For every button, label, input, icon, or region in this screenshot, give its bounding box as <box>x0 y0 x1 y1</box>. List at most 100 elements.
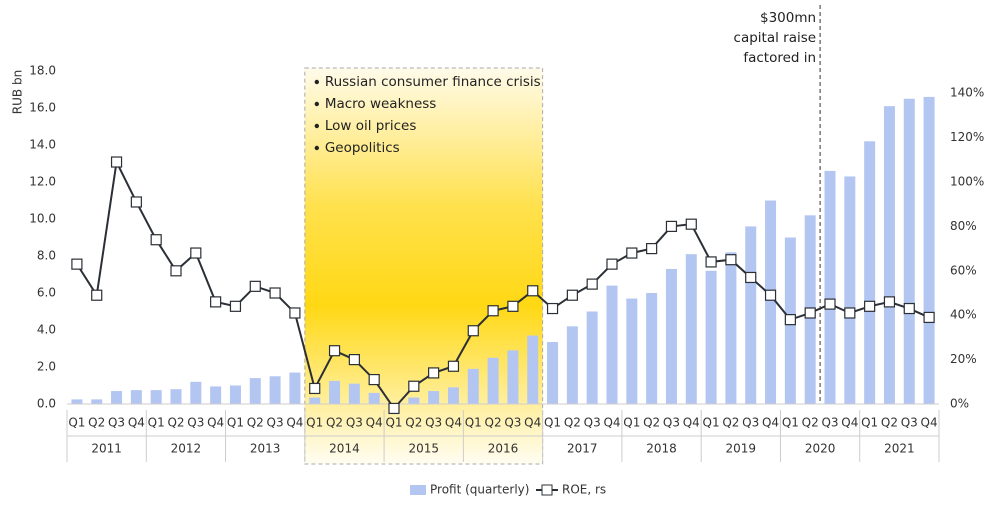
y-tick-label: 16.0 <box>29 101 56 115</box>
bar <box>150 390 162 404</box>
x-tick-label: Q3 <box>267 416 284 430</box>
x-tick-label: Q1 <box>306 416 323 430</box>
roe-marker <box>725 254 737 266</box>
roe-marker <box>91 289 103 301</box>
roe-marker <box>110 156 123 168</box>
bar <box>170 389 182 404</box>
roe-marker <box>170 265 182 277</box>
y-axis-label: RUB bn <box>11 70 25 114</box>
bar <box>428 391 440 404</box>
bar <box>765 200 777 404</box>
bar <box>547 342 559 404</box>
x-tick-label: Q3 <box>108 416 125 430</box>
roe-marker <box>467 325 479 337</box>
y2-tick-label: 120% <box>950 130 984 144</box>
roe-marker <box>745 271 757 284</box>
roe-marker <box>665 220 678 232</box>
y-tick-label: 6.0 <box>37 286 56 300</box>
x-tick-label: Q4 <box>366 416 383 430</box>
y2-tick-label: 80% <box>950 219 977 233</box>
roe-marker <box>586 278 598 290</box>
roe-marker <box>348 354 360 366</box>
bar <box>408 397 420 404</box>
roe-marker <box>388 402 400 415</box>
roe-marker <box>923 311 935 324</box>
roe-marker <box>368 373 380 386</box>
y2-tick-label: 60% <box>950 263 977 277</box>
bar <box>348 383 360 404</box>
bar <box>190 381 202 404</box>
roe-marker <box>566 289 578 301</box>
roe-marker <box>844 307 856 319</box>
x-tick-label: Q4 <box>445 416 462 430</box>
bullet <box>314 101 320 107</box>
bar <box>289 372 301 404</box>
roe-marker <box>309 382 321 395</box>
x-tick-label: Q2 <box>485 416 502 430</box>
year-label: 2011 <box>91 442 122 456</box>
x-tick-label: Q2 <box>881 416 898 430</box>
year-label: 2019 <box>726 442 757 456</box>
bar <box>626 298 638 404</box>
bar <box>368 392 380 404</box>
roe-marker <box>646 243 658 255</box>
roe-marker <box>269 287 281 299</box>
annotation: $300mn <box>760 10 816 26</box>
bar <box>329 380 341 404</box>
roe-marker <box>190 247 202 259</box>
x-tick-label: Q4 <box>524 416 541 430</box>
roe-marker <box>249 280 261 292</box>
bar <box>883 106 895 405</box>
x-tick-label: Q1 <box>148 416 165 430</box>
bar <box>665 268 677 404</box>
x-tick-label: Q1 <box>623 416 640 430</box>
highlight-note: Macro weakness <box>325 96 437 112</box>
bar <box>705 270 717 404</box>
legend-label: Profit (quarterly) <box>430 483 529 497</box>
x-tick-label: Q1 <box>544 416 561 430</box>
bar <box>71 399 83 404</box>
x-tick-label: Q3 <box>187 416 204 430</box>
y-tick-label: 4.0 <box>37 323 56 337</box>
x-tick-label: Q1 <box>703 416 720 430</box>
bar <box>507 350 519 404</box>
x-tick-label: Q4 <box>921 416 938 430</box>
bar <box>586 311 598 404</box>
year-label: 2018 <box>646 442 677 456</box>
bar <box>269 376 281 404</box>
bar <box>91 399 103 404</box>
y-tick-label: 0.0 <box>37 397 56 411</box>
x-tick-label: Q2 <box>802 416 819 430</box>
x-tick-label: Q3 <box>346 416 363 430</box>
y2-tick-label: 140% <box>950 86 984 100</box>
annotation: capital raise <box>734 30 817 46</box>
y-tick-label: 8.0 <box>37 249 56 263</box>
x-tick-label: Q3 <box>821 416 838 430</box>
x-tick-label: Q4 <box>841 416 858 430</box>
roe-marker <box>685 218 697 230</box>
roe-marker <box>626 247 638 259</box>
y-tick-label: 10.0 <box>29 212 56 226</box>
year-label: 2012 <box>171 442 202 456</box>
bar <box>903 98 915 404</box>
y2-tick-label: 40% <box>950 308 977 322</box>
bar <box>210 386 222 404</box>
bar <box>725 252 737 404</box>
bar <box>864 141 876 405</box>
x-tick-label: Q4 <box>286 416 303 430</box>
bar <box>309 397 321 404</box>
roe-marker <box>289 307 301 319</box>
legend-swatch <box>410 485 426 495</box>
y-tick-label: 2.0 <box>37 360 56 374</box>
bullet <box>314 145 320 151</box>
bar <box>844 176 856 404</box>
bar <box>487 357 499 404</box>
bullet <box>314 123 320 129</box>
bar <box>745 226 757 404</box>
roe-marker <box>883 296 896 308</box>
roe-marker <box>903 302 915 315</box>
y-tick-label: 12.0 <box>29 175 56 189</box>
bar <box>130 390 142 404</box>
